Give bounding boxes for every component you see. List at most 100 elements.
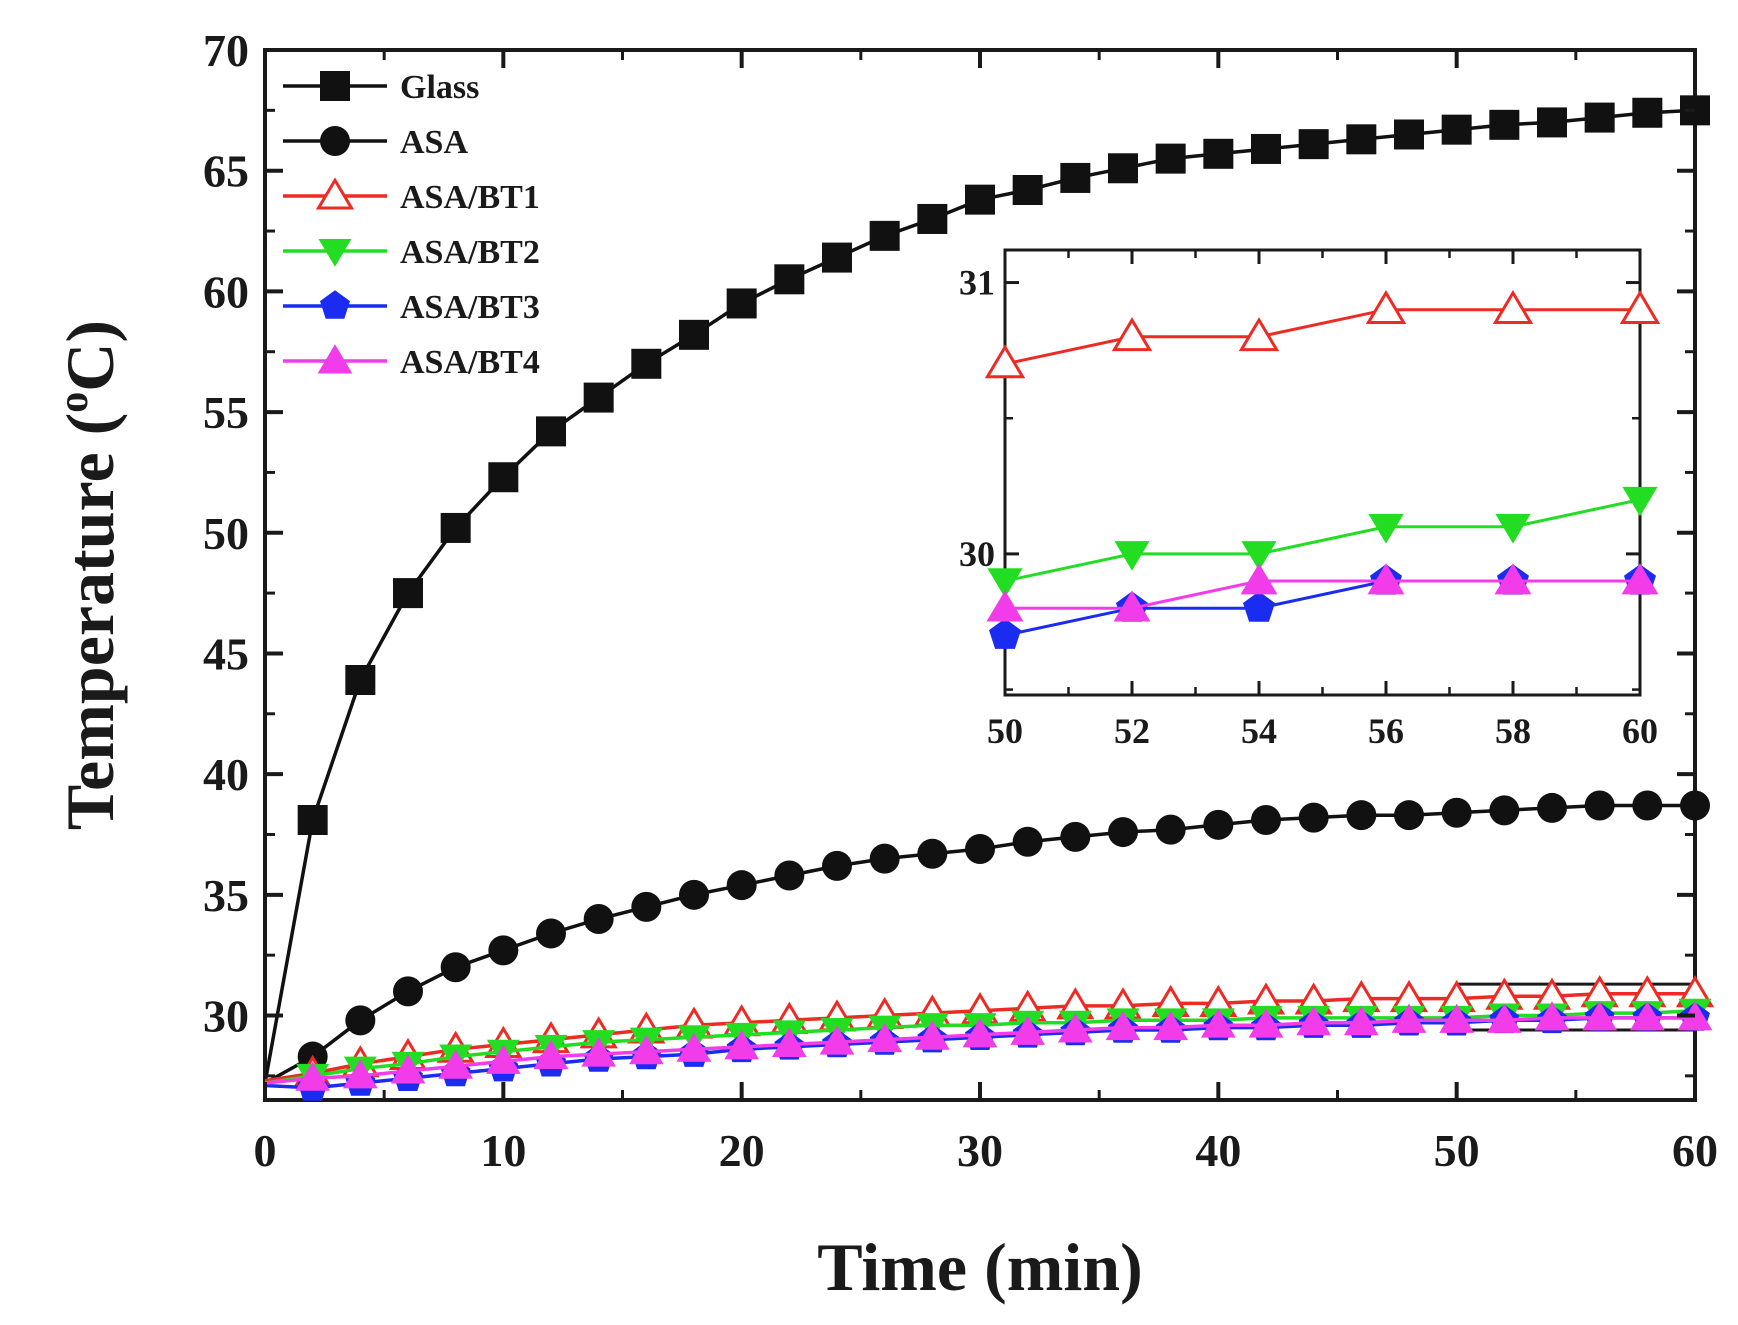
inset-data-point-asa-bt1: [1365, 289, 1407, 324]
data-point-asa-bt4: [962, 1018, 998, 1048]
y-axis-title-unit: C): [52, 320, 128, 392]
data-point-asa-bt4: [1439, 1003, 1475, 1033]
data-point-glass: [1060, 162, 1091, 193]
y-axis-title-main: Temperature (: [52, 413, 128, 830]
y-tick-label: 65: [203, 146, 249, 197]
data-point-asa: [679, 879, 709, 910]
inset-data-point-asa-bt2: [1622, 486, 1658, 517]
data-point-glass: [1537, 107, 1567, 138]
data-point-asa-bt4: [914, 1020, 950, 1050]
data-point-asa: [1489, 795, 1520, 826]
data-point-asa: [1632, 790, 1663, 821]
data-point-asa-bt4: [438, 1049, 474, 1079]
legend-label: ASA/BT4: [400, 344, 540, 381]
inset-y-tick-label: 30: [959, 534, 995, 574]
inset-data-point-asa-bt1: [1111, 317, 1153, 352]
data-point-glass: [1203, 138, 1234, 169]
data-point-asa-bt4: [1153, 1010, 1189, 1041]
data-point-asa: [1203, 809, 1234, 840]
inset-data-point-asa-bt1: [984, 344, 1026, 379]
data-point-asa: [1680, 790, 1710, 821]
inset-data-point-asa-bt4: [986, 590, 1024, 622]
data-point-asa: [1060, 821, 1091, 852]
data-point-asa-bt4: [1486, 1003, 1522, 1033]
data-point-asa-bt4: [342, 1059, 378, 1089]
data-point-asa-bt4: [1582, 1001, 1618, 1031]
data-point-asa-bt4: [1200, 1008, 1236, 1038]
legend-label: ASA: [400, 124, 468, 161]
data-point-asa-bt4: [1010, 1015, 1046, 1045]
legend: Glass ASA ASA/BT1 ASA/BT2 ASA/BT3 ASA/BT4: [283, 69, 540, 381]
legend-item-glass: Glass: [283, 69, 479, 106]
data-point-asa: [1108, 817, 1138, 848]
data-point-asa-bt4: [533, 1039, 569, 1070]
data-point-glass: [297, 805, 328, 835]
data-point-asa-bt4: [295, 1061, 331, 1091]
data-point-asa: [631, 891, 662, 922]
data-point-asa-bt4: [628, 1034, 664, 1065]
data-point-asa: [1155, 814, 1186, 845]
inset-series-asa-bt4: [986, 563, 1659, 622]
data-point-asa: [1012, 826, 1043, 857]
data-point-glass: [1012, 175, 1043, 205]
data-point-asa: [345, 1005, 376, 1036]
inset-data-point-asa-bt2: [1495, 513, 1531, 544]
data-point-glass: [1346, 124, 1377, 155]
data-point-asa-bt4: [1296, 1006, 1332, 1036]
data-point-asa-bt4: [1057, 1013, 1093, 1043]
x-tick-label: 0: [254, 1125, 277, 1176]
inset-data-point-asa-bt3: [1243, 591, 1275, 622]
data-point-asa-bt4: [1105, 1010, 1141, 1041]
inset-data-point-asa-bt2: [987, 568, 1023, 598]
inset-tick-layer: 50 52 54 56 58 60 30 31: [959, 250, 1658, 751]
data-point-glass: [869, 220, 900, 251]
data-point-asa: [917, 838, 948, 869]
y-tick-label: 40: [203, 749, 249, 800]
inset-series-asa-bt2: [987, 486, 1658, 598]
data-point-glass: [1632, 97, 1663, 128]
data-point-asa: [1346, 800, 1377, 831]
legend-marker: [320, 71, 350, 101]
x-tick-label: 50: [1434, 1125, 1480, 1176]
tick-layer: 0 10 20 30 40 50 60 30 35 40 45 50 55 60 65 70: [203, 25, 1718, 1176]
legend-item-asa: ASA: [283, 124, 468, 161]
inset-data-point-asa-bt1: [1619, 289, 1661, 324]
y-tick-label: 45: [203, 628, 249, 679]
data-point-asa: [1584, 790, 1615, 821]
data-point-glass: [440, 512, 471, 543]
inset-series-asa-bt1: [984, 289, 1661, 379]
data-point-asa: [1394, 800, 1424, 831]
data-point-glass: [679, 319, 709, 350]
inset-data-point-asa-bt4: [1367, 563, 1405, 595]
legend-item-asa-bt1: ASA/BT1: [283, 177, 540, 216]
data-point-asa-bt4: [1343, 1006, 1379, 1036]
data-point-glass: [1489, 109, 1520, 140]
inset-x-tick-label: 56: [1368, 711, 1404, 751]
x-tick-label: 10: [480, 1125, 526, 1176]
inset-data-point-asa-bt4: [1621, 563, 1659, 595]
inset-x-tick-label: 52: [1114, 711, 1150, 751]
legend-marker: [315, 177, 355, 210]
data-point-glass: [631, 348, 662, 379]
data-point-glass: [345, 665, 376, 695]
data-point-glass: [583, 382, 614, 413]
data-point-glass: [1584, 102, 1615, 133]
data-point-asa: [822, 850, 852, 881]
data-point-asa-bt4: [676, 1032, 712, 1062]
legend-marker: [317, 344, 353, 374]
inset-x-tick-label: 54: [1241, 711, 1277, 751]
data-point-glass: [1155, 143, 1186, 174]
data-point-glass: [488, 462, 519, 493]
data-point-asa: [774, 860, 805, 891]
legend-marker: [318, 239, 352, 267]
legend-marker: [320, 126, 350, 156]
data-point-glass: [1108, 153, 1138, 184]
y-axis-title-degree: o: [51, 392, 97, 413]
data-point-asa-bt4: [581, 1037, 617, 1067]
inset-x-tick-label: 58: [1495, 711, 1531, 751]
inset-chart: 50 52 54 56 58 60 30 31: [959, 248, 1661, 751]
inset-x-tick-label: 50: [987, 711, 1023, 751]
legend-item-asa-bt4: ASA/BT4: [283, 344, 540, 381]
data-point-glass: [1441, 114, 1472, 145]
x-tick-label: 20: [719, 1125, 765, 1176]
